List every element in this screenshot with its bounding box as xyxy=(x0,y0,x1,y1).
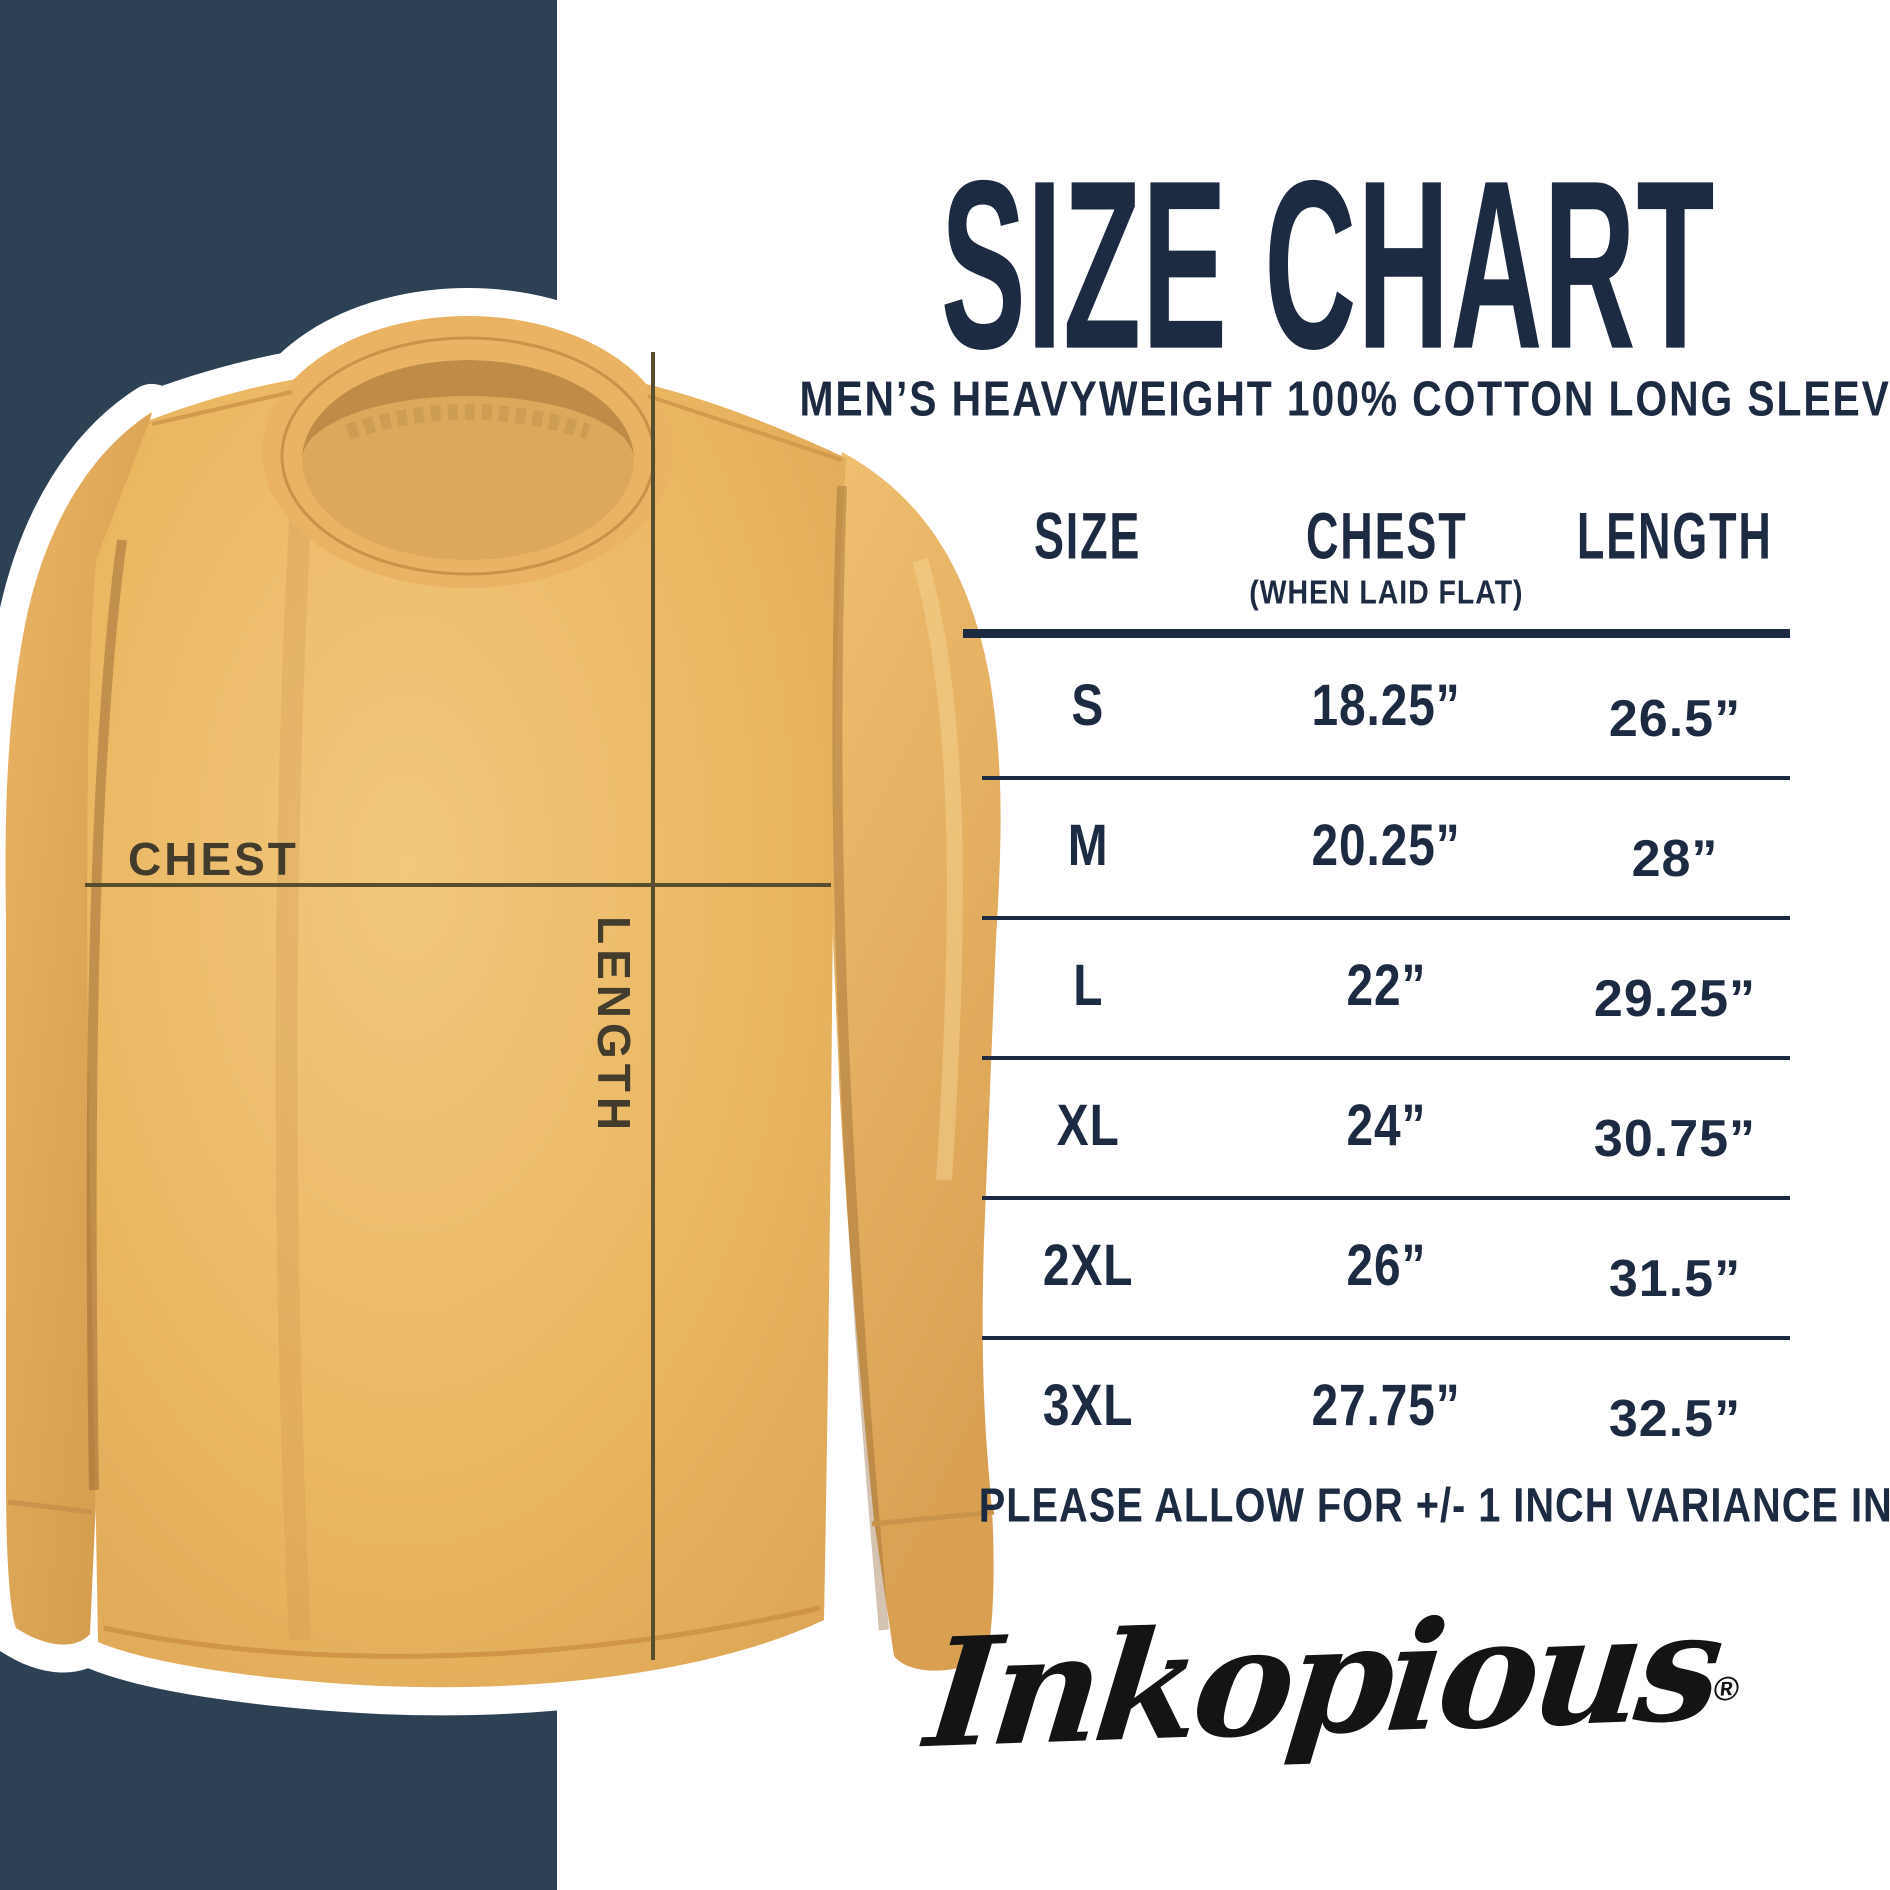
table-row: XL 24” 30.75” xyxy=(963,1056,1790,1196)
variance-note-text: PLEASE ALLOW FOR +/- 1 INCH VARIANCE IN … xyxy=(978,1478,1890,1533)
row-size-value: 3XL xyxy=(1042,1373,1134,1439)
page-title: SIZE CHART xyxy=(820,128,1836,400)
chest-measure-label: CHEST xyxy=(128,833,299,885)
right-sleeve-fold-highlight xyxy=(912,557,963,1181)
table-row: M 20.25” 28” xyxy=(963,776,1790,916)
chest-measure-line xyxy=(85,883,831,887)
shirt-left-sleeve xyxy=(5,412,152,1645)
right-shoulder-seam xyxy=(647,394,843,462)
chest-subnote-text: (WHEN LAID FLAT) xyxy=(1249,575,1524,612)
neck-opening xyxy=(302,360,634,560)
variance-note: PLEASE ALLOW FOR +/- 1 INCH VARIANCE IN … xyxy=(963,1478,1890,1532)
row-separator xyxy=(982,1196,1790,1200)
header-size-label: SIZE xyxy=(1034,499,1142,574)
row-chest-value: 27.75” xyxy=(1311,1373,1462,1439)
row-separator xyxy=(982,1336,1790,1340)
brand-logo-text: Inkopious® xyxy=(919,1578,1751,1782)
row-size-value: XL xyxy=(1056,1093,1120,1159)
row-separator xyxy=(982,1056,1790,1060)
left-cuff-seam xyxy=(7,1499,93,1515)
brand-logo: Inkopious® xyxy=(919,1579,1741,1782)
page-subtitle: MEN’S HEAVYWEIGHT 100% COTTON LONG SLEEV… xyxy=(770,372,1890,427)
row-size-value: 2XL xyxy=(1042,1233,1134,1299)
page-title-text: SIZE CHART xyxy=(940,131,1716,400)
table-row: L 22” 29.25” xyxy=(963,916,1790,1056)
brand-logo-word: Inkopious xyxy=(918,1578,1726,1783)
row-length-value: 32.5” xyxy=(1608,1390,1742,1448)
shirt-photo xyxy=(5,316,1001,1688)
row-chest-value: 24” xyxy=(1346,1093,1427,1159)
collar-back-tape xyxy=(345,404,591,440)
header-length-label: LENGTH xyxy=(1577,499,1773,574)
row-length-value: 31.5” xyxy=(1608,1250,1742,1308)
neck-inner-shadow xyxy=(302,360,634,460)
row-chest-value: 26” xyxy=(1346,1233,1427,1299)
left-sleeve-crease xyxy=(86,539,127,1491)
row-size-value: L xyxy=(1072,953,1104,1019)
right-cuff-seam xyxy=(871,1509,995,1527)
body-fold-shadow xyxy=(275,519,311,1641)
header-col-chest: CHEST xyxy=(1213,498,1560,573)
page-subtitle-text: MEN’S HEAVYWEIGHT 100% COTTON LONG SLEEV… xyxy=(799,372,1890,428)
table-row: 3XL 27.75” 32.5” xyxy=(963,1336,1790,1476)
size-table-header: SIZE CHEST LENGTH xyxy=(963,498,1790,573)
registered-trademark-icon: ® xyxy=(1711,1669,1742,1709)
right-sleeve-crease xyxy=(832,485,889,1631)
row-length-value: 30.75” xyxy=(1593,1110,1757,1168)
row-chest-value: 22” xyxy=(1346,953,1427,1019)
table-header-rule xyxy=(963,629,1790,638)
shirt-body xyxy=(87,364,847,1688)
length-measure-line xyxy=(651,352,655,1660)
table-row: 2XL 26” 31.5” xyxy=(963,1196,1790,1336)
length-measure-label: LENGTH xyxy=(588,916,640,1136)
row-length-value: 29.25” xyxy=(1593,970,1757,1028)
left-shoulder-seam xyxy=(151,390,293,426)
chest-subnote: (WHEN LAID FLAT) xyxy=(963,575,1560,612)
table-row: S 18.25” 26.5” xyxy=(963,636,1790,776)
hem-stitch xyxy=(103,1605,821,1659)
row-chest-value: 20.25” xyxy=(1311,813,1462,879)
header-chest-label: CHEST xyxy=(1305,499,1468,574)
row-separator xyxy=(982,776,1790,780)
row-size-value: M xyxy=(1067,813,1109,879)
row-size-value: S xyxy=(1071,673,1105,739)
row-length-value: 28” xyxy=(1631,830,1719,888)
header-col-length: LENGTH xyxy=(1560,498,1790,573)
row-separator xyxy=(982,916,1790,920)
header-col-size: SIZE xyxy=(963,498,1213,573)
row-length-value: 26.5” xyxy=(1608,690,1742,748)
row-chest-value: 18.25” xyxy=(1311,673,1462,739)
